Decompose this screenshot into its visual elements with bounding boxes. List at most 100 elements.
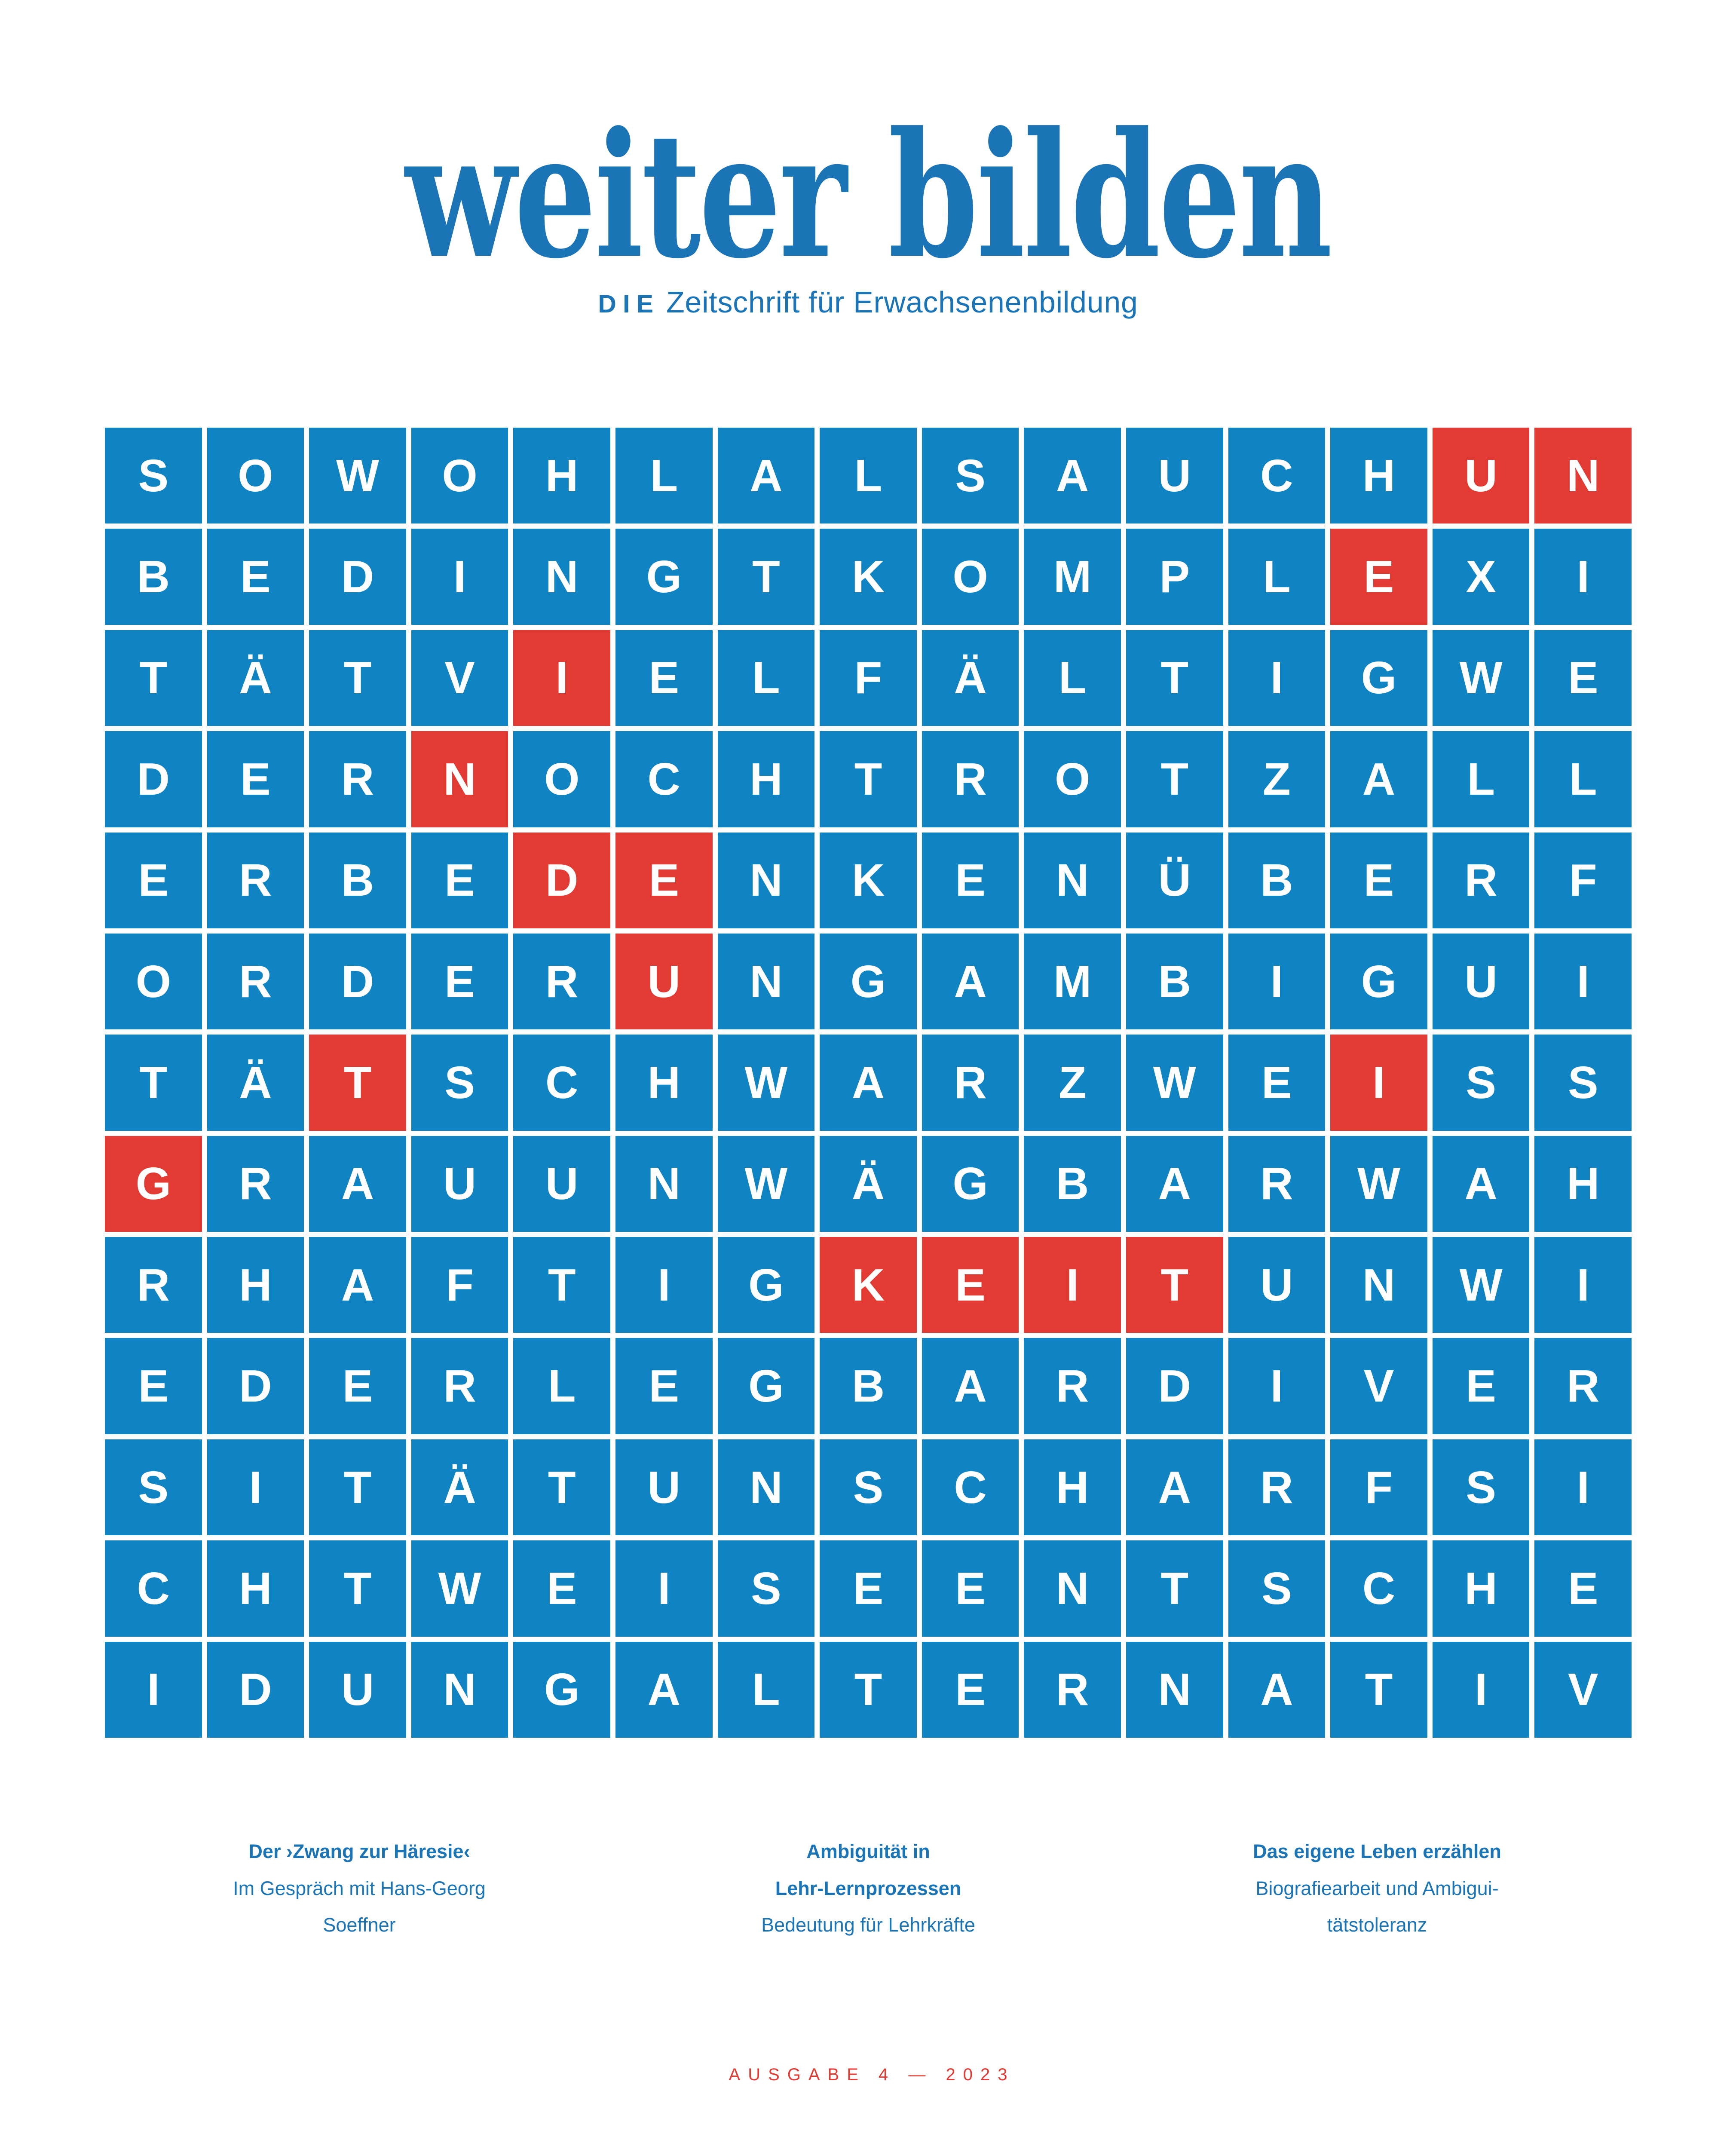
- grid-cell: L: [615, 428, 713, 524]
- grid-cell: K: [820, 529, 917, 625]
- grid-cell: O: [105, 933, 202, 1030]
- grid-cell: B: [309, 832, 406, 928]
- grid-cell: L: [1432, 731, 1530, 827]
- grid-cell: G: [513, 1641, 610, 1738]
- grid-cell: S: [1432, 1439, 1530, 1536]
- grid-cell: E: [411, 832, 508, 928]
- grid-cell: T: [1126, 630, 1223, 726]
- grid-cell: C: [1228, 428, 1326, 524]
- grid-cell: R: [1534, 1338, 1632, 1434]
- grid-cell: D: [309, 933, 406, 1030]
- grid-cell: N: [717, 933, 815, 1030]
- grid-cell: H: [513, 428, 610, 524]
- grid-cell: I: [207, 1439, 304, 1536]
- grid-cell: S: [411, 1035, 508, 1131]
- grid-cell: E: [922, 1641, 1019, 1738]
- grid-cell: N: [615, 1136, 713, 1232]
- grid-cell-highlighted: U: [1432, 428, 1530, 524]
- grid-cell: R: [922, 1035, 1019, 1131]
- grid-cell: G: [717, 1237, 815, 1333]
- grid-cell: A: [1126, 1439, 1223, 1536]
- grid-cell: I: [411, 529, 508, 625]
- grid-cell: U: [615, 1439, 713, 1536]
- grid-cell: R: [1228, 1136, 1326, 1232]
- grid-cell: H: [615, 1035, 713, 1131]
- teaser-subtitle-line: tätstoleranz: [1327, 1914, 1427, 1936]
- grid-cell: R: [1024, 1641, 1121, 1738]
- grid-cell-highlighted: E: [1330, 529, 1427, 625]
- grid-cell: G: [820, 933, 917, 1030]
- grid-cell: C: [513, 1035, 610, 1131]
- grid-cell: K: [820, 832, 917, 928]
- grid-cell: A: [922, 933, 1019, 1030]
- grid-cell: T: [1126, 1540, 1223, 1637]
- grid-cell: R: [922, 731, 1019, 827]
- magazine-subtitle: DIE Zeitschrift für Erwachsenenbildung: [0, 285, 1736, 319]
- grid-cell: U: [1126, 428, 1223, 524]
- grid-cell: E: [1330, 832, 1427, 928]
- grid-cell: N: [513, 529, 610, 625]
- grid-cell: W: [1432, 630, 1530, 726]
- grid-cell: N: [1330, 1237, 1427, 1333]
- grid-cell-highlighted: T: [309, 1035, 406, 1131]
- grid-cell: D: [207, 1641, 304, 1738]
- grid-cell: E: [1534, 630, 1632, 726]
- grid-cell-highlighted: E: [922, 1237, 1019, 1333]
- magazine-title: weiter bilden: [405, 95, 1332, 297]
- grid-cell: G: [717, 1338, 815, 1434]
- grid-cell: U: [1228, 1237, 1326, 1333]
- grid-cell: L: [1534, 731, 1632, 827]
- teaser-subtitle-line: Bedeutung für Lehrkräfte: [761, 1914, 975, 1936]
- grid-cell: N: [717, 1439, 815, 1536]
- grid-cell: C: [105, 1540, 202, 1637]
- grid-cell: I: [1534, 933, 1632, 1030]
- grid-cell: E: [615, 630, 713, 726]
- grid-cell: W: [411, 1540, 508, 1637]
- teaser: Das eigene Leben erzählen Biografiearbeit…: [1123, 1833, 1632, 1944]
- grid-cell: N: [411, 1641, 508, 1738]
- grid-cell: B: [820, 1338, 917, 1434]
- grid-cell: Ä: [411, 1439, 508, 1536]
- teaser-title-line: Ambiguität in: [806, 1840, 930, 1862]
- grid-cell: Ä: [922, 630, 1019, 726]
- grid-cell: E: [1432, 1338, 1530, 1434]
- grid-cell: R: [105, 1237, 202, 1333]
- grid-cell: R: [1228, 1439, 1326, 1536]
- grid-cell: A: [820, 1035, 917, 1131]
- grid-cell: A: [1024, 428, 1121, 524]
- grid-cell: T: [717, 529, 815, 625]
- grid-cell: L: [513, 1338, 610, 1434]
- grid-cell: H: [207, 1237, 304, 1333]
- teaser-subtitle-line: Im Gespräch mit Hans-Georg: [233, 1877, 486, 1899]
- grid-cell: I: [1534, 529, 1632, 625]
- grid-cell: I: [105, 1641, 202, 1738]
- grid-cell: H: [1432, 1540, 1530, 1637]
- grid-cell: E: [411, 933, 508, 1030]
- grid-cell: O: [1024, 731, 1121, 827]
- grid-cell: V: [1534, 1641, 1632, 1738]
- grid-cell: S: [1432, 1035, 1530, 1131]
- grid-cell: W: [717, 1035, 815, 1131]
- grid-cell: T: [820, 1641, 917, 1738]
- grid-cell: R: [411, 1338, 508, 1434]
- grid-cell: E: [922, 832, 1019, 928]
- grid-cell: Z: [1228, 731, 1326, 827]
- grid-cell: W: [1330, 1136, 1427, 1232]
- grid-cell: G: [1330, 630, 1427, 726]
- grid-cell: T: [1126, 731, 1223, 827]
- grid-cell: M: [1024, 529, 1121, 625]
- grid-cell: I: [1534, 1439, 1632, 1536]
- grid-cell: F: [820, 630, 917, 726]
- grid-cell: T: [513, 1439, 610, 1536]
- grid-cell: A: [1432, 1136, 1530, 1232]
- grid-cell: C: [922, 1439, 1019, 1536]
- grid-cell: D: [309, 529, 406, 625]
- grid-cell-highlighted: G: [105, 1136, 202, 1232]
- grid-cell: D: [207, 1338, 304, 1434]
- grid-cell: I: [615, 1540, 713, 1637]
- grid-cell: B: [1228, 832, 1326, 928]
- grid-cell: B: [1024, 1136, 1121, 1232]
- grid-cell: N: [1024, 832, 1121, 928]
- grid-cell: E: [105, 832, 202, 928]
